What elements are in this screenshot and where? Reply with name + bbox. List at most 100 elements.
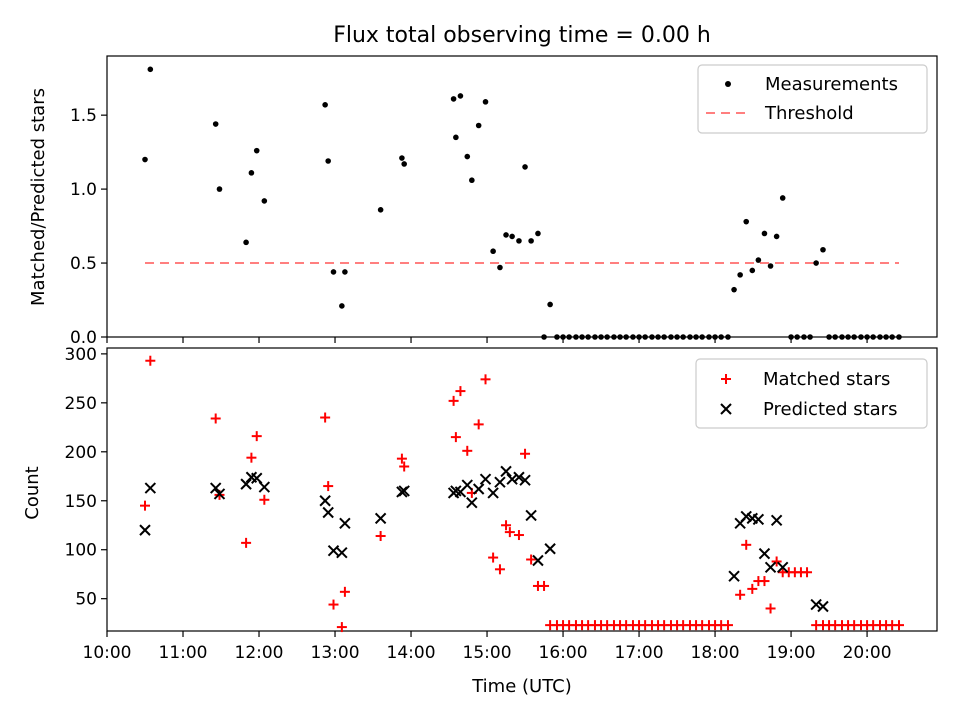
x-tick-label: 20:00 — [843, 643, 892, 663]
matched-point — [747, 583, 758, 594]
predicted-point-b — [544, 543, 556, 555]
measurement-point — [482, 99, 489, 105]
measurement-point — [755, 257, 762, 263]
measurement-point — [450, 96, 457, 102]
measurement-point — [642, 334, 648, 340]
bottom-y-ticks: 50 100 150 200 250 300 — [65, 345, 107, 610]
predicted-point-b — [398, 485, 410, 497]
predicted-point-b — [245, 471, 258, 483]
top-y-tick-label: 0.5 — [70, 254, 97, 274]
legend-predicted-cross-b — [720, 403, 732, 415]
predicted-point-b — [728, 570, 740, 582]
predicted-point — [494, 476, 506, 488]
x-tick-label: 11:00 — [159, 643, 208, 663]
matched-point — [722, 620, 733, 631]
matched-point — [339, 586, 350, 597]
measurement-point — [528, 238, 534, 244]
predicted-point — [139, 524, 151, 536]
x-tick-label: 16:00 — [539, 643, 588, 663]
measurement-point — [516, 238, 522, 244]
bottom-y-tick-label: 300 — [65, 345, 97, 365]
legend-predicted-label: Predicted stars — [763, 399, 897, 420]
legend-matched-label: Matched stars — [763, 369, 890, 390]
top-y-axis-label: Matched/Predicted stars — [28, 88, 49, 306]
predicted-point — [144, 482, 157, 494]
x-axis-label: Time (UTC) — [471, 676, 572, 697]
matched-point — [259, 494, 270, 505]
measurement-point — [779, 195, 786, 201]
matched-point — [145, 355, 156, 366]
bottom-axes-frame — [106, 347, 938, 632]
legend-measurements-label: Measurements — [765, 74, 898, 95]
predicted-point — [752, 513, 765, 526]
measurement-point — [342, 269, 348, 275]
top-legend: Measurements Threshold — [697, 64, 928, 134]
measurement-point — [896, 334, 902, 340]
measurement-point — [820, 246, 826, 253]
predicted-point-b — [319, 495, 331, 507]
predicted-point-b — [776, 561, 789, 574]
measurement-point — [883, 334, 889, 340]
predicted-point — [770, 514, 783, 527]
top-axes-frame — [106, 55, 938, 338]
matched-point — [771, 556, 782, 567]
measurement-point — [655, 334, 661, 340]
x-tick-label: 12:00 — [235, 643, 284, 663]
predicted-point-b — [494, 476, 506, 488]
measurement-point — [788, 334, 794, 340]
x-tick-label: 19:00 — [767, 643, 816, 663]
legend-matched-marker — [721, 374, 731, 384]
predicted-point — [398, 485, 410, 497]
measurement-point — [773, 233, 780, 240]
measurement-point — [668, 334, 674, 340]
matched-point — [455, 386, 466, 397]
predicted-points — [139, 465, 829, 613]
predicted-point — [764, 561, 777, 574]
predicted-point-b — [139, 524, 151, 536]
predicted-point-b — [374, 512, 387, 525]
bottom-legend: Matched stars Predicted stars — [695, 358, 928, 429]
predicted-point-b — [472, 483, 485, 495]
legend-predicted-marker — [720, 403, 732, 415]
measurement-point — [761, 230, 768, 237]
predicted-point-b — [144, 482, 157, 494]
measurement-point — [377, 207, 384, 213]
legend-predicted-cross — [720, 403, 732, 415]
bottom-x-ticks: 10:00 11:00 12:00 13:00 14:00 15:00 16:00 17:00… — [83, 631, 892, 663]
measurement-point — [712, 334, 718, 340]
predicted-point-b — [327, 544, 340, 557]
measurement-point — [813, 260, 819, 266]
predicted-point-b — [258, 481, 271, 493]
predicted-point-b — [479, 473, 492, 485]
matched-point — [399, 461, 410, 472]
measurement-point — [858, 334, 864, 340]
measurement-point — [585, 334, 591, 340]
predicted-point — [339, 517, 351, 529]
measurement-point — [541, 334, 547, 340]
x-tick-label: 13:00 — [311, 643, 360, 663]
predicted-point — [810, 598, 822, 611]
bottom-y-tick-label: 50 — [75, 590, 97, 610]
predicted-point — [817, 600, 829, 613]
measurement-point — [870, 334, 876, 340]
predicted-point-b — [770, 514, 783, 527]
matched-point — [473, 419, 484, 430]
measurement-point — [661, 334, 667, 340]
bottom-y-axis-label: Count — [22, 466, 43, 519]
bottom-y-tick-label: 150 — [65, 492, 97, 512]
matched-point — [396, 453, 407, 464]
measurement-points — [142, 66, 902, 340]
bottom-y-tick-label: 200 — [65, 443, 97, 463]
top-y-ticks: 0.0 0.5 1.0 1.5 — [70, 106, 107, 348]
measurement-point — [630, 334, 636, 340]
measurement-point — [457, 93, 464, 99]
predicted-point-b — [213, 488, 226, 500]
predicted-point-b — [525, 509, 537, 522]
measurement-point — [216, 186, 223, 192]
measurement-point — [889, 334, 895, 340]
x-tick-label: 15:00 — [463, 643, 512, 663]
predicted-point-b — [740, 510, 752, 523]
measurement-point — [737, 272, 743, 278]
legend-measurements-marker — [725, 81, 731, 87]
top-panel: 0.0 0.5 1.0 1.5 Matched/Predicted stars Mea… — [28, 55, 938, 348]
